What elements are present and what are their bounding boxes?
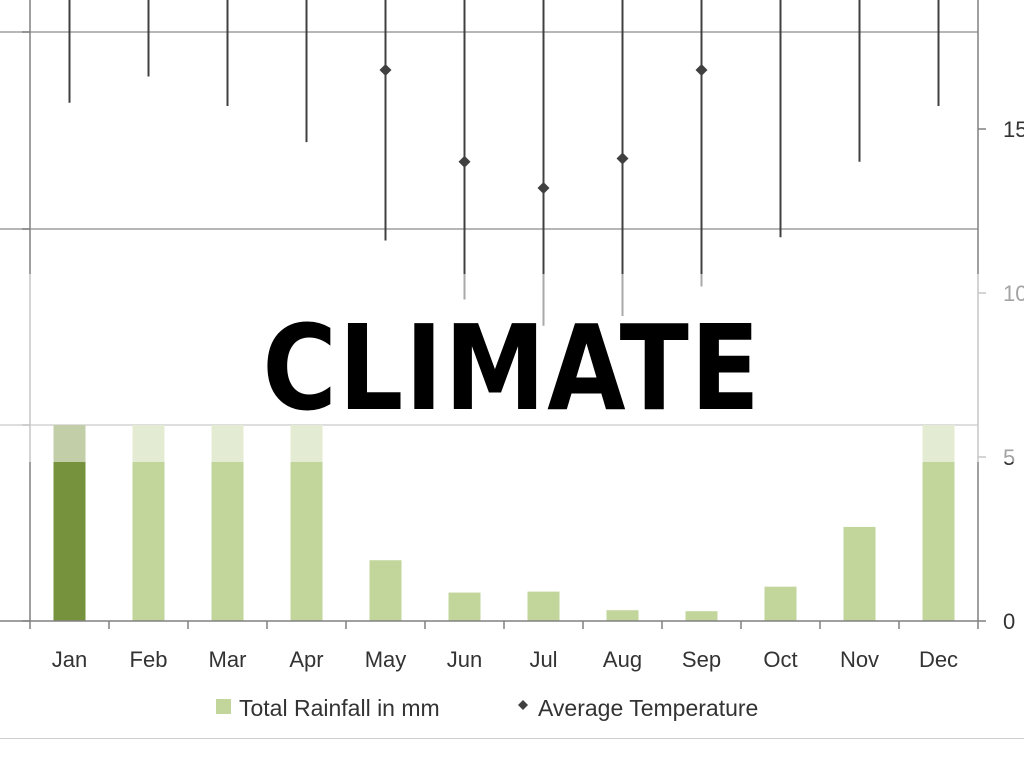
x-tick-label-aug: Aug xyxy=(603,647,642,672)
legend: Total Rainfall in mm Average Temperature xyxy=(216,695,758,721)
legend-rainfall-swatch xyxy=(216,699,231,714)
temperature-point-may xyxy=(379,63,392,76)
title-banner xyxy=(0,274,1024,462)
rainfall-bar-aug xyxy=(606,610,639,621)
temperature-point-jul xyxy=(537,182,550,195)
page-title: CLIMATE xyxy=(262,299,762,437)
rainfall-bar-jun xyxy=(448,592,481,621)
x-tick-label-jan: Jan xyxy=(52,647,87,672)
legend-rainfall-label: Total Rainfall in mm xyxy=(239,695,440,721)
rainfall-bar-oct xyxy=(764,586,797,621)
rainfall-bar-may xyxy=(369,560,402,621)
rainfall-bar-nov xyxy=(843,526,876,621)
x-tick-label-may: May xyxy=(365,647,407,672)
x-tick-label-mar: Mar xyxy=(209,647,247,672)
x-tick-label-jun: Jun xyxy=(447,647,482,672)
x-tick-label-nov: Nov xyxy=(840,647,879,672)
x-tick-label-apr: Apr xyxy=(289,647,323,672)
temperature-point-aug xyxy=(616,152,629,165)
rainfall-bar-jul xyxy=(527,591,560,621)
x-tick-label-oct: Oct xyxy=(763,647,797,672)
right-tick-label: 15 xyxy=(1003,117,1024,142)
divider xyxy=(0,738,1024,739)
right-tick-label: 0 xyxy=(1003,609,1015,634)
temperature-markers xyxy=(68,0,940,326)
x-tick-label-dec: Dec xyxy=(919,647,958,672)
temperature-point-jun xyxy=(458,155,471,168)
legend-temperature-label: Average Temperature xyxy=(538,695,758,721)
temperature-point-sep xyxy=(695,63,708,76)
x-tick-label-feb: Feb xyxy=(130,647,168,672)
rainfall-bar-sep xyxy=(685,611,718,621)
x-tick-label-sep: Sep xyxy=(682,647,721,672)
x-tick-label-jul: Jul xyxy=(529,647,557,672)
legend-temperature-marker xyxy=(518,700,528,710)
